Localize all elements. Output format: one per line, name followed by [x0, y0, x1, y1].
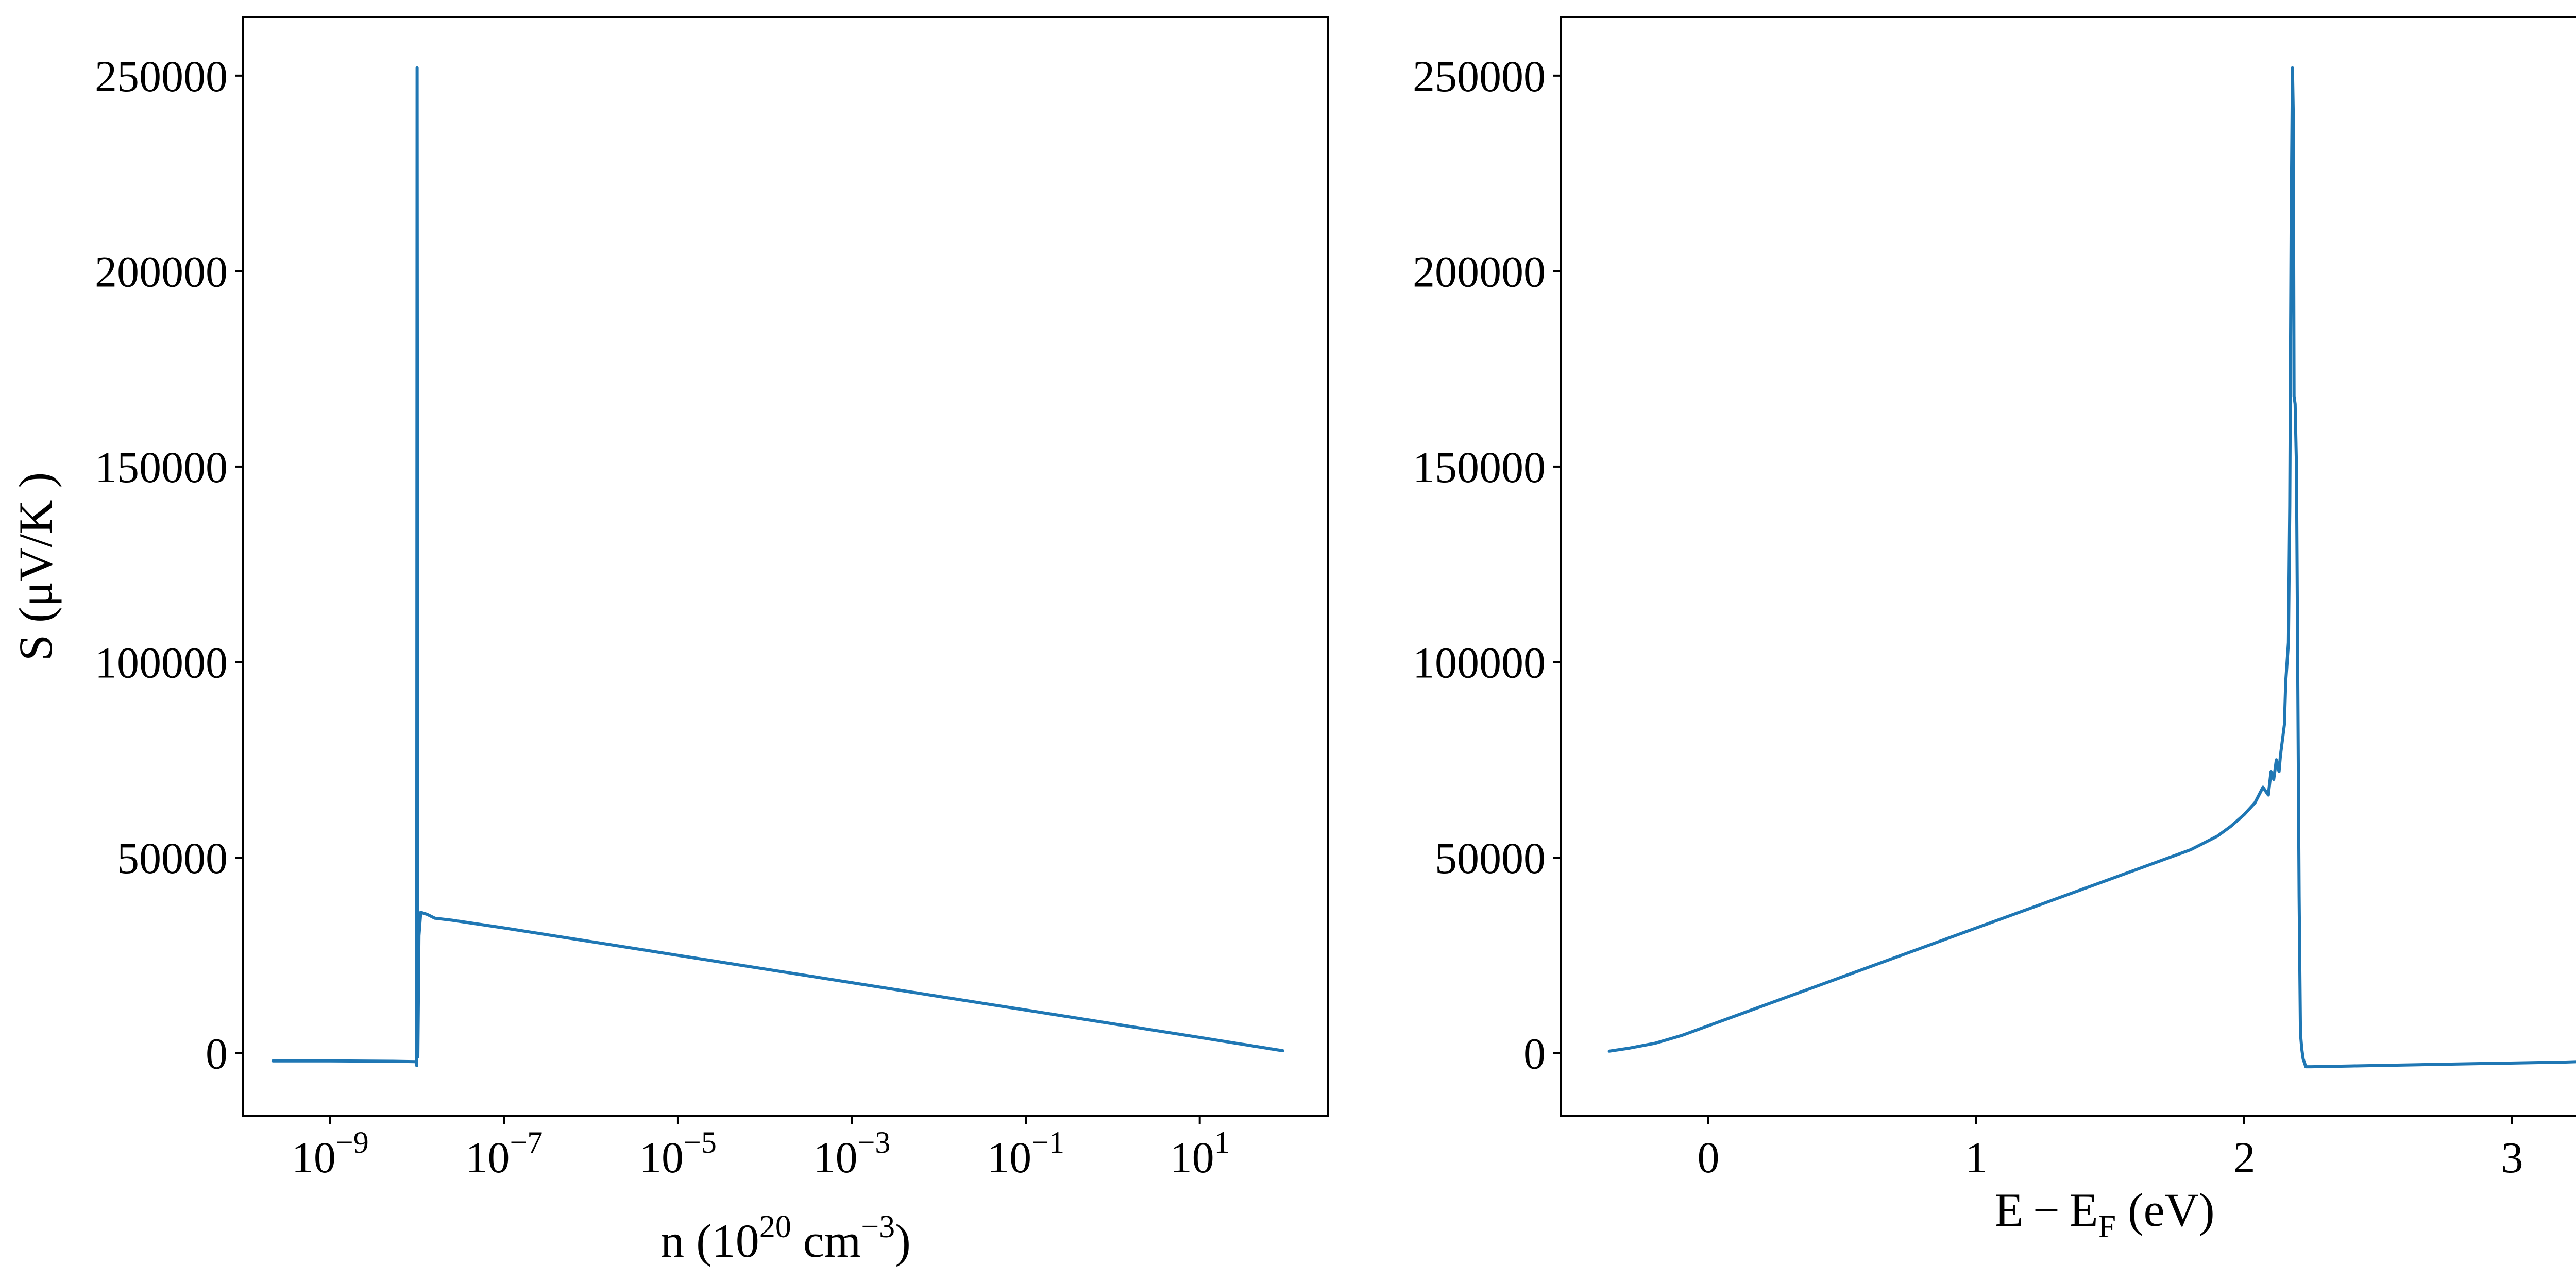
- left-x-tick-label: 10−1: [987, 1125, 1064, 1182]
- right-series-line-0: [1607, 66, 2576, 1069]
- left-y-tick-label: 100000: [95, 638, 228, 687]
- left-series-layer: [271, 66, 1284, 1067]
- left-x-tick-label: 101: [1170, 1125, 1230, 1182]
- left-y-axis: 0 50000 100000 150000 200000 250000: [95, 52, 243, 1079]
- left-y-tick-label: 0: [206, 1029, 228, 1079]
- left-x-tick-label: 10−3: [814, 1125, 891, 1182]
- left-x-tick-label: 10−5: [639, 1125, 717, 1182]
- left-y-axis-title: S (μV/K ): [9, 472, 62, 661]
- left-xlabel-part-e: ): [895, 1215, 911, 1267]
- right-y-tick-label: 0: [1523, 1029, 1546, 1079]
- left-y-tick-label: 250000: [95, 52, 228, 101]
- right-y-tick-label: 100000: [1413, 638, 1546, 687]
- left-x-tick-label: 10−7: [465, 1125, 543, 1182]
- left-y-tick-label: 150000: [95, 442, 228, 492]
- right-x-tick-label: 1: [1965, 1133, 1988, 1182]
- left-xlabel-part-d: −3: [861, 1209, 895, 1244]
- right-xlabel-part-c: (eV): [2116, 1184, 2215, 1236]
- right-y-tick-label: 200000: [1413, 247, 1546, 296]
- right-y-tick-label: 50000: [1435, 833, 1546, 883]
- right-plot-frame: [1560, 16, 2576, 1117]
- right-x-axis-title: E − EF (eV): [1994, 1184, 2214, 1244]
- left-series-line-0: [271, 66, 1284, 1067]
- right-y-tick-label: 150000: [1413, 442, 1546, 492]
- left-x-axis-title: n (1020 cm−3): [660, 1209, 911, 1267]
- right-x-tick-label: 3: [2501, 1133, 2523, 1182]
- left-xlabel-part-c: cm: [791, 1215, 861, 1267]
- left-x-tick-label: 10−9: [292, 1125, 369, 1182]
- right-y-axis: 0 50000 100000 150000 200000 250000: [1413, 52, 1561, 1079]
- left-y-tick-label: 50000: [117, 833, 228, 883]
- right-x-tick-label: 2: [2233, 1133, 2256, 1182]
- left-xlabel-part-b: 20: [759, 1209, 791, 1244]
- right-x-axis: 0 1 2 3: [1698, 1116, 2523, 1182]
- left-y-tick-label: 200000: [95, 247, 228, 296]
- right-series-layer: [1607, 66, 2576, 1069]
- right-x-tick-label: 0: [1698, 1133, 1720, 1182]
- left-x-axis: 10−9 10−7 10−5 10−3 10−1 101: [292, 1116, 1230, 1182]
- right-xlabel-part-a: E − E: [1994, 1184, 2098, 1236]
- right-chart: 0 50000 100000 150000 200000 250000 0 1 2 3 E − …: [1413, 16, 2576, 1244]
- right-y-tick-label: 250000: [1413, 52, 1546, 101]
- left-plot-frame: [242, 16, 1329, 1117]
- right-xlabel-part-b: F: [2098, 1209, 2116, 1244]
- left-xlabel-part-a: n (10: [660, 1215, 759, 1267]
